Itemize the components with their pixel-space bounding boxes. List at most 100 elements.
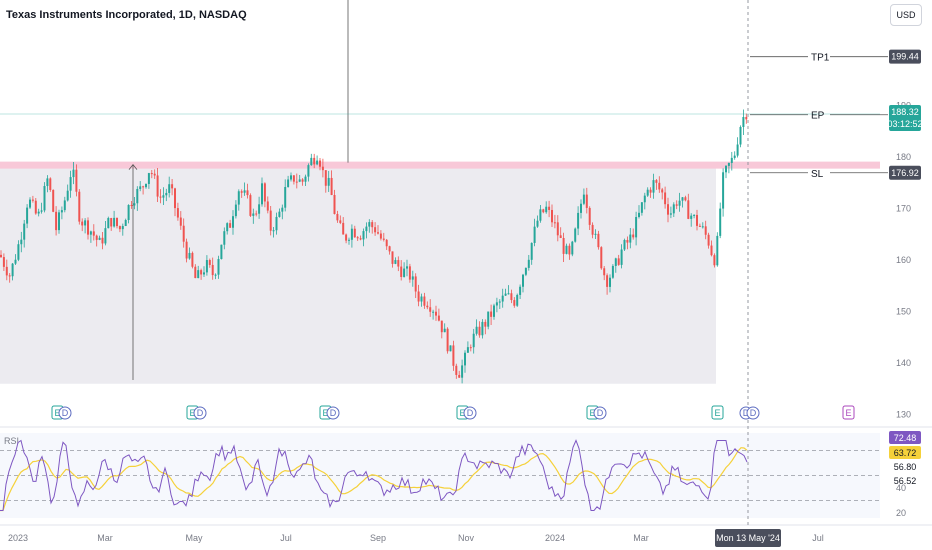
candle: [609, 277, 611, 287]
candle: [261, 183, 263, 205]
candle: [162, 195, 165, 198]
candle: [429, 307, 432, 312]
candle: [440, 320, 443, 333]
candle: [426, 305, 429, 308]
candle: [406, 266, 408, 269]
candle: [475, 326, 478, 334]
candle: [472, 333, 475, 348]
candle: [281, 207, 284, 212]
candle: [14, 259, 17, 264]
candle: [171, 184, 174, 189]
candle: [284, 186, 287, 208]
candle: [574, 228, 577, 242]
candle: [223, 231, 226, 245]
candle: [330, 177, 333, 195]
candle: [742, 116, 745, 127]
candle: [638, 212, 640, 218]
dividend-marker-label: D: [330, 408, 337, 418]
chart-title: Texas Instruments Incorporated, 1D, NASD…: [6, 9, 247, 21]
candle: [84, 220, 87, 226]
candle: [339, 220, 342, 223]
candle: [437, 315, 440, 321]
candle: [652, 180, 655, 193]
candle: [739, 126, 742, 145]
rsi-badge: [889, 446, 921, 459]
candle: [188, 252, 191, 259]
candle: [449, 345, 452, 352]
candle: [127, 204, 130, 221]
time-tick-label: 2024: [545, 533, 565, 543]
candle: [55, 211, 58, 231]
candle: [356, 237, 359, 239]
candle: [478, 326, 481, 336]
candle: [664, 192, 667, 205]
earnings-marker-label: E: [459, 408, 465, 418]
consolidation-zone: [0, 167, 716, 384]
candle: [185, 241, 188, 259]
candle: [640, 202, 643, 213]
resistance-band: [0, 161, 880, 169]
candle: [736, 144, 739, 156]
candle: [217, 259, 220, 275]
candle: [159, 196, 162, 198]
candle: [580, 203, 582, 213]
candle: [617, 258, 620, 265]
earnings-marker-label: E: [714, 408, 720, 418]
candle: [165, 192, 168, 196]
candle: [553, 222, 556, 224]
candle: [255, 213, 258, 215]
crosshair-time-badge: [715, 529, 781, 547]
candle: [501, 295, 504, 302]
candle: [484, 321, 487, 327]
candle: [104, 228, 107, 244]
candle: [522, 274, 524, 287]
candle: [292, 175, 295, 182]
candle: [43, 186, 46, 211]
dividend-marker-label: D: [467, 408, 474, 418]
candle: [116, 217, 118, 227]
level-badge: [889, 49, 921, 64]
last-price-value: 188.32: [891, 107, 919, 117]
time-tick-label: Mar: [633, 533, 649, 543]
candle: [275, 216, 278, 231]
candle: [342, 222, 345, 235]
candle: [118, 226, 121, 230]
candle: [46, 178, 49, 187]
candle: [730, 157, 733, 163]
candle: [78, 191, 81, 222]
candle: [588, 207, 591, 225]
candle: [600, 247, 603, 269]
price-tick-label: 150: [896, 307, 911, 317]
candle: [37, 211, 40, 214]
candle: [263, 183, 266, 202]
measure-arrow: [128, 163, 138, 170]
candle: [687, 200, 690, 219]
candle: [101, 237, 104, 244]
time-tick-label: Mar: [97, 533, 113, 543]
candle: [63, 200, 66, 211]
time-tick-label: Nov: [458, 533, 475, 543]
candle: [669, 213, 672, 215]
candle: [232, 216, 234, 228]
candle: [327, 177, 330, 186]
candle: [629, 234, 632, 243]
candle: [249, 195, 252, 216]
candle: [374, 227, 377, 233]
candle: [5, 266, 8, 276]
candle: [307, 165, 310, 177]
rsi-ma-line: [0, 447, 748, 512]
candle: [371, 222, 374, 228]
candle: [727, 162, 730, 166]
time-tick-label: Sep: [370, 533, 386, 543]
candle: [707, 234, 710, 246]
candle: [551, 209, 553, 223]
candle: [455, 365, 458, 375]
currency-button[interactable]: USD: [890, 4, 922, 26]
candle: [524, 267, 527, 275]
candle: [655, 180, 658, 183]
price-tick-label: 180: [896, 152, 911, 162]
candle: [136, 188, 139, 204]
candle: [133, 203, 136, 206]
candle: [197, 270, 200, 279]
